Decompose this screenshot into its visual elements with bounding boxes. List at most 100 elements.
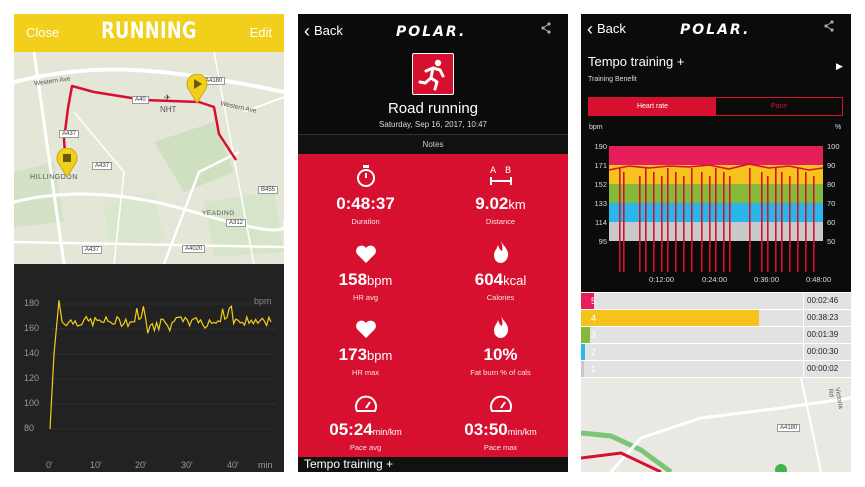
hr-line	[608, 163, 824, 171]
y-tick: 140	[24, 348, 40, 358]
pace-max-label: Pace max	[483, 443, 518, 452]
zone-number: 4	[591, 313, 597, 323]
play-arrow-icon[interactable]: ▶	[836, 61, 843, 71]
hr-drop	[623, 172, 625, 276]
stat-pace-avg: 05:24min/km Pace avg	[298, 388, 433, 452]
running-title: RUNNING	[101, 19, 197, 44]
stat-calories: 604kcal Calories	[433, 238, 568, 302]
heart-rate-line	[49, 300, 272, 430]
hr-drop	[701, 172, 703, 276]
x-tick: 0:36:00	[754, 275, 780, 284]
calories-value: 604	[474, 270, 504, 289]
start-marker-icon[interactable]	[186, 74, 208, 104]
svg-text:B: B	[505, 166, 511, 176]
zone-row-2[interactable]: 2 00:00:30	[581, 344, 851, 360]
duration-value: 0:48:37	[336, 194, 395, 213]
notes-button[interactable]: Notes	[298, 134, 568, 154]
y-tick: 90	[827, 161, 836, 170]
road-label: A437	[59, 130, 80, 138]
svg-text:✈: ✈	[164, 93, 171, 102]
y-tick: 50	[827, 237, 836, 246]
zone-heart-rate-chart[interactable]	[608, 146, 824, 280]
heart-icon	[298, 313, 433, 339]
zone-row-3[interactable]: 3 00:01:39	[581, 327, 851, 343]
training-benefit-header[interactable]: Tempo training +	[298, 457, 568, 472]
zone-row-1[interactable]: 1 00:00:02	[581, 361, 851, 377]
speedometer-icon	[298, 388, 433, 414]
zone-row-4[interactable]: 4 00:38:23	[581, 310, 851, 326]
hr-drop	[653, 172, 655, 276]
running-sport-icon	[412, 53, 454, 95]
pace-max-value: 03:50	[464, 420, 508, 439]
zone-bar	[581, 361, 584, 377]
end-marker-icon[interactable]	[56, 148, 78, 178]
x-tick: 0'	[46, 460, 53, 470]
road-label: A312	[226, 219, 247, 227]
hr-drop	[805, 172, 807, 276]
sport-title: Road running	[387, 100, 479, 117]
zone-heart-rate-chart-canvas	[608, 146, 824, 280]
road-label: A4180	[777, 424, 801, 432]
x-tick: 0:12:00	[649, 275, 675, 284]
route-map[interactable]: ✈ Western Ave NHT A40 A437 HILLINGDON YE…	[14, 51, 284, 265]
fat-burn-value: 10%	[483, 345, 518, 364]
zone-time-list: 5 00:02:46 4 00:38:23 3 00:01:39 2 00:00…	[581, 292, 851, 378]
map-label: YEADING	[202, 210, 235, 217]
y-tick: 180	[24, 298, 40, 308]
road-label: A40	[132, 96, 149, 104]
session-date: Saturday, Sep 16, 2017, 10:47	[379, 120, 487, 129]
training-summary-screen: ‹ Back POLAR. Road running Saturday, Sep…	[298, 14, 568, 472]
x-tick: min	[258, 460, 273, 470]
zone-time: 00:00:30	[807, 347, 839, 356]
close-button[interactable]: Close	[26, 25, 60, 40]
running-map-screen: Close RUNNING Edit ✈ Western Ave NH	[14, 14, 284, 472]
hr-drop	[619, 168, 621, 272]
hr-drop	[729, 176, 731, 280]
pace-avg-unit: min/km	[372, 427, 402, 437]
flame-icon	[433, 238, 568, 264]
back-button[interactable]: ‹ Back	[304, 22, 343, 40]
fat-burn-label: Fat burn % of cals	[470, 368, 531, 377]
heart-rate-chart[interactable]: bpm 180 160 140 120 100 80 0' 10' 20' 30…	[14, 264, 284, 472]
zone-row-5[interactable]: 5 00:02:46	[581, 293, 851, 309]
tab-pace[interactable]: Pace	[771, 103, 787, 110]
hr-drop	[661, 176, 663, 280]
hr-drop	[667, 168, 669, 272]
hr-drop	[761, 172, 763, 276]
hr-drop	[767, 176, 769, 280]
back-button[interactable]: ‹ Back	[587, 20, 626, 38]
edit-button[interactable]: Edit	[249, 25, 272, 40]
hr-drop	[749, 168, 751, 272]
hr-max-value: 173	[338, 345, 368, 364]
hr-drop	[723, 172, 725, 276]
zone-number: 5	[591, 296, 597, 306]
stat-pace-max: 03:50min/km Pace max	[433, 388, 568, 452]
training-benefit-screen: ‹ Back POLAR. Tempo training + Training …	[581, 14, 851, 472]
hr-drop	[781, 172, 783, 276]
zone-band	[609, 146, 823, 165]
training-benefit-title: Tempo training +	[588, 54, 685, 69]
share-icon[interactable]	[823, 20, 835, 35]
y-tick: 190	[594, 142, 607, 151]
stat-hr-max: 173bpm HR max	[298, 313, 433, 377]
hr-avg-label: HR avg	[352, 293, 378, 302]
hr-drop	[683, 176, 685, 280]
hr-drop	[715, 168, 717, 272]
mini-map-canvas	[581, 377, 851, 472]
share-icon[interactable]	[540, 22, 552, 37]
left-unit-label: bpm	[589, 124, 603, 131]
hr-drop	[789, 176, 791, 280]
map-label: HILLINGDON	[30, 174, 78, 181]
y-tick: 80	[24, 423, 35, 433]
zone-time: 00:02:46	[807, 296, 839, 305]
pace-avg-label: Pace avg	[349, 443, 382, 452]
tab-heart-rate[interactable]: Heart rate	[589, 98, 716, 115]
polar-logo: POLAR.	[396, 24, 467, 40]
stopwatch-icon	[298, 162, 433, 188]
zone-bar	[581, 293, 595, 309]
x-tick: 0:24:00	[702, 275, 728, 284]
y-tick: 133	[594, 199, 607, 208]
road-label: B455	[258, 186, 279, 194]
chart-type-tabs: Heart rate Pace	[588, 97, 843, 116]
route-mini-map[interactable]: A4180 Victoria Rd	[581, 377, 851, 472]
